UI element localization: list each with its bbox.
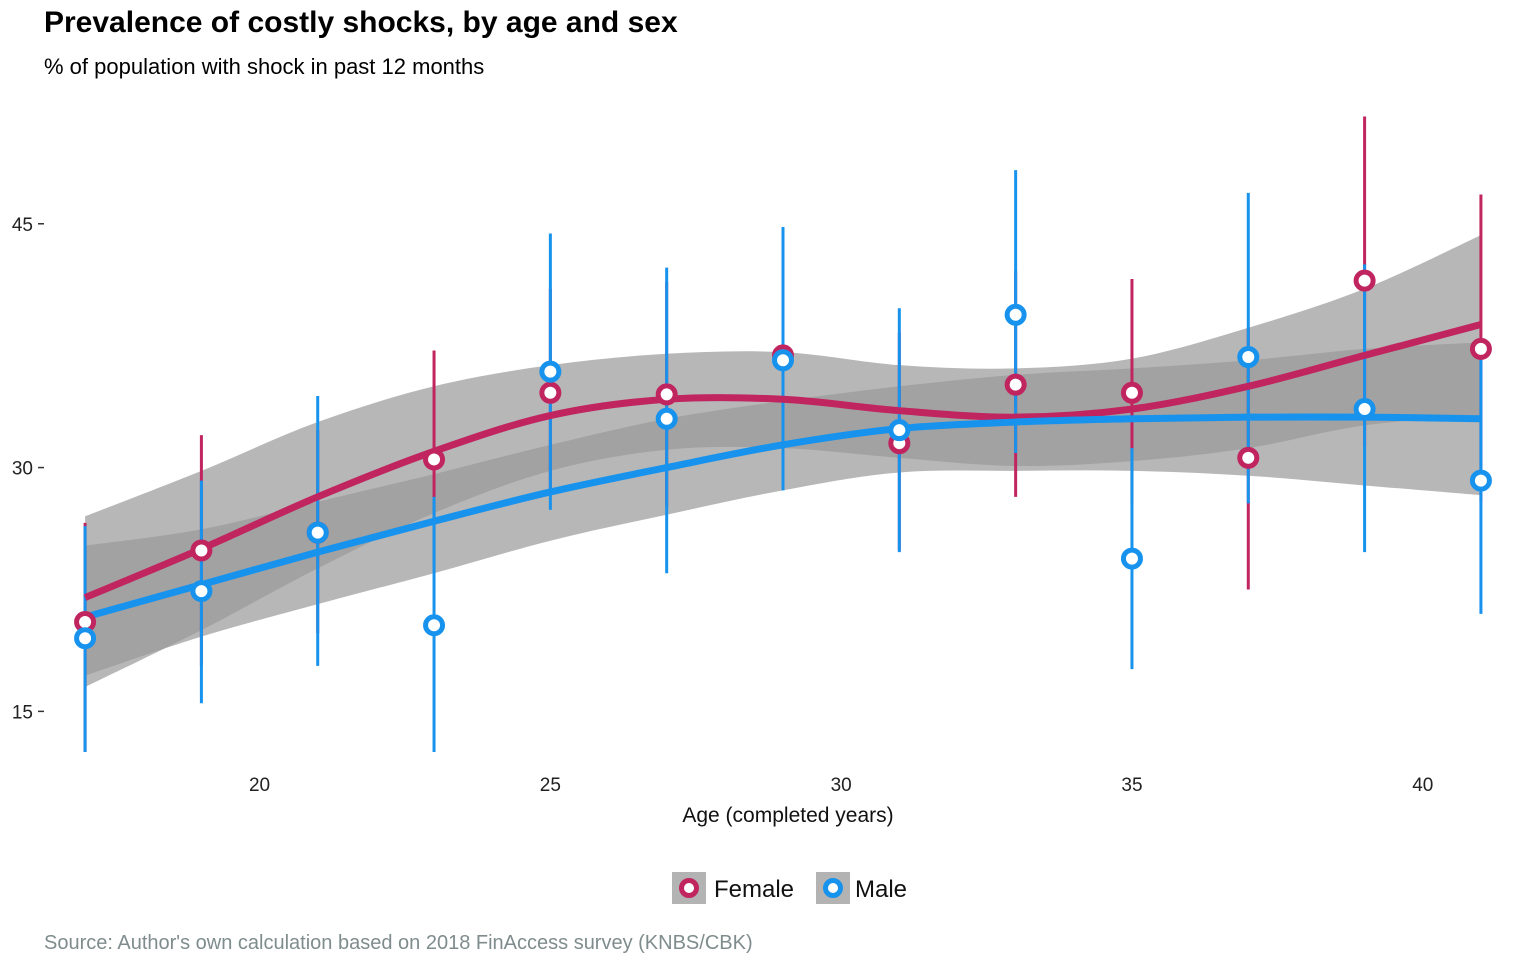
data-points: [74, 269, 1492, 650]
y-tick-label: 30: [12, 459, 33, 480]
x-tick-label: 20: [249, 775, 270, 796]
x-axis: 20 25 30 35 40: [249, 775, 1433, 796]
female-point: [539, 381, 562, 404]
male-point: [772, 349, 794, 372]
male-point: [1120, 547, 1143, 570]
y-tick-label: 45: [12, 215, 33, 236]
legend: Female Male: [672, 872, 907, 904]
male-point: [1469, 469, 1492, 492]
female-point: [1237, 446, 1260, 469]
chart-subtitle: % of population with shock in past 12 mo…: [44, 54, 484, 79]
male-legend-label: Male: [855, 876, 907, 903]
female-point: [1353, 269, 1376, 292]
male-point: [423, 614, 446, 637]
male-smooth-line: [84, 413, 1481, 621]
female-point: [1004, 373, 1027, 396]
male-point: [74, 627, 97, 650]
female-point: [1120, 381, 1143, 404]
x-tick-label: 30: [831, 775, 852, 796]
male-point: [1353, 398, 1376, 421]
x-tick-label: 25: [540, 775, 561, 796]
chart-title: Prevalence of costly shocks, by age and …: [44, 6, 678, 39]
smooth-lines: [83, 321, 1482, 621]
female-smooth-line: [83, 321, 1482, 601]
male-point: [1004, 303, 1027, 326]
male-point: [539, 360, 562, 383]
female-point: [655, 383, 678, 406]
x-axis-title: Age (completed years): [682, 804, 893, 827]
y-tick-label: 15: [12, 702, 33, 723]
female-point: [423, 448, 446, 471]
male-point: [655, 407, 678, 430]
male-legend-marker: [823, 878, 843, 898]
female-legend-label: Female: [714, 876, 794, 903]
female-legend-marker: [679, 878, 699, 898]
female-point: [190, 539, 213, 562]
female-confidence-band: [85, 235, 1481, 687]
male-point: [190, 580, 213, 603]
male-point: [306, 521, 329, 544]
x-tick-label: 40: [1412, 775, 1433, 796]
chart-caption: Source: Author's own calculation based o…: [44, 932, 753, 954]
male-point: [888, 419, 911, 442]
y-axis: 15 30 45: [12, 215, 44, 723]
x-tick-label: 35: [1121, 775, 1142, 796]
female-point: [1469, 337, 1492, 360]
male-point: [1237, 346, 1260, 369]
